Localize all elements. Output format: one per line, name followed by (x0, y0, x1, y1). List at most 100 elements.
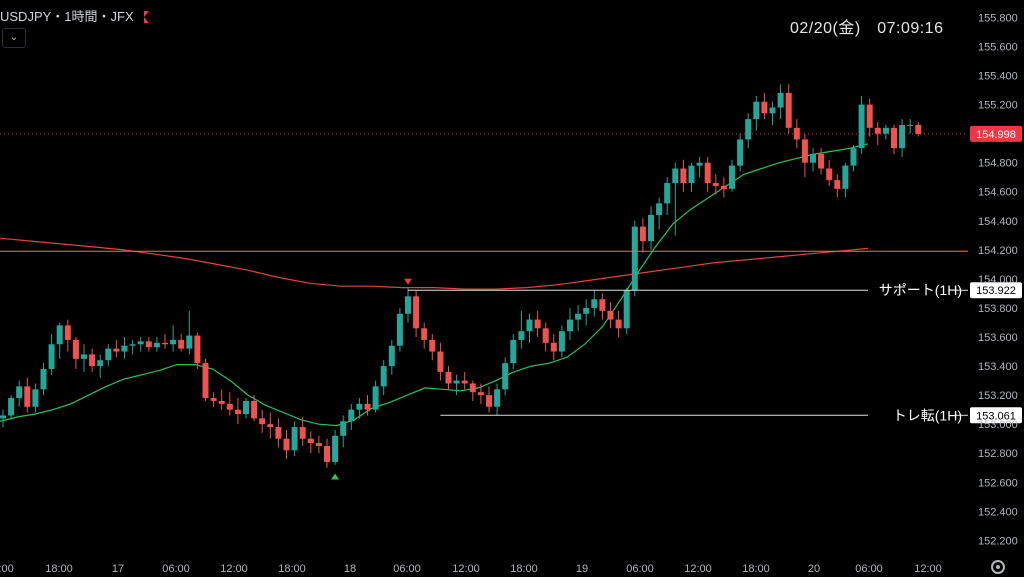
candle (623, 287, 630, 335)
y-tick-label: 153.000 (978, 419, 1018, 431)
candle (842, 162, 849, 198)
candle (72, 337, 79, 369)
candle (24, 377, 31, 413)
candle (89, 348, 96, 372)
candle (720, 177, 727, 198)
candle (874, 122, 881, 146)
level-badge (970, 407, 1022, 424)
candle (688, 162, 695, 192)
candle (745, 113, 752, 149)
candle-body (251, 400, 258, 419)
candle-body (324, 445, 330, 462)
x-tick-label: 18:00 (278, 563, 306, 575)
candle-body (801, 139, 808, 163)
y-tick-label: 155.200 (978, 100, 1018, 112)
candle-body (858, 104, 865, 149)
candle (607, 302, 614, 329)
y-tick-label: 153.600 (978, 332, 1018, 344)
candle-body (396, 313, 403, 346)
candle-body (170, 339, 177, 345)
candle (769, 101, 776, 125)
candle (583, 299, 590, 326)
candle-body (567, 319, 573, 332)
candle-body (113, 348, 120, 352)
candle-body (615, 319, 622, 329)
candle (380, 360, 387, 396)
candle (712, 174, 719, 195)
candle (518, 310, 525, 349)
candle (162, 334, 168, 349)
candle-body (899, 124, 906, 149)
candle (48, 334, 55, 375)
candle-body (72, 339, 79, 359)
candle (97, 354, 104, 378)
x-tick-label: 12:00 (452, 563, 480, 575)
symbol-title[interactable]: USDJPY・1時間・JFX (0, 6, 149, 25)
candle-body (162, 342, 168, 345)
candle (348, 403, 355, 430)
candle-body (437, 351, 444, 372)
candle (891, 124, 897, 154)
candle (332, 429, 339, 465)
moving-averages (0, 143, 869, 427)
candle-body (186, 335, 193, 349)
candle (858, 95, 865, 154)
candle-body (623, 290, 630, 329)
candle-body (48, 344, 55, 369)
gear-icon[interactable] (991, 560, 1005, 574)
candle (388, 339, 395, 375)
candle (826, 159, 833, 186)
chevron-down-icon[interactable]: ⌄ (2, 28, 26, 48)
candle-body (850, 148, 857, 166)
candle-body (834, 180, 841, 189)
candle-body (372, 386, 379, 410)
x-tick-label: 19 (576, 563, 588, 575)
candle (785, 84, 792, 134)
candle-body (907, 124, 914, 126)
candle-body (89, 354, 96, 367)
candle-body (259, 418, 266, 425)
candle-body (56, 325, 63, 345)
candle-body (510, 339, 517, 364)
candle-body (891, 127, 897, 149)
candle (680, 159, 687, 192)
candle (421, 322, 428, 349)
candle (299, 416, 306, 446)
candle (178, 334, 185, 352)
candle (753, 95, 760, 131)
x-tick-label: 18:00 (510, 563, 538, 575)
candle (364, 395, 371, 416)
candle-body (315, 443, 322, 446)
candle-body (267, 424, 274, 428)
flag-icon (143, 11, 149, 23)
candle-body (672, 168, 679, 184)
y-tick-label: 152.400 (978, 506, 1018, 518)
candle-body (81, 354, 87, 359)
x-tick-label: 12:00 (220, 563, 248, 575)
candle (145, 337, 152, 352)
candle (153, 337, 160, 352)
x-tick-label: 20 (808, 563, 820, 575)
candle (486, 386, 492, 413)
candle-body (137, 341, 144, 345)
candle (882, 124, 889, 140)
y-tick-label: 152.200 (978, 535, 1018, 547)
candle-body (0, 415, 6, 419)
y-tick-label: 153.400 (978, 361, 1018, 373)
candle (315, 435, 322, 454)
candle-body (664, 183, 671, 204)
candle-body (24, 386, 31, 407)
y-tick-label: 155.600 (978, 41, 1018, 53)
candle-body (429, 339, 436, 352)
candle (8, 395, 15, 419)
candle-body (729, 165, 735, 189)
up-triangle-marker (331, 473, 340, 480)
candle (810, 148, 816, 172)
candle-body (202, 363, 209, 399)
candle-body (453, 380, 460, 384)
candle (575, 305, 582, 332)
candle-body (753, 101, 760, 120)
candle (915, 122, 922, 137)
candle (834, 174, 841, 198)
